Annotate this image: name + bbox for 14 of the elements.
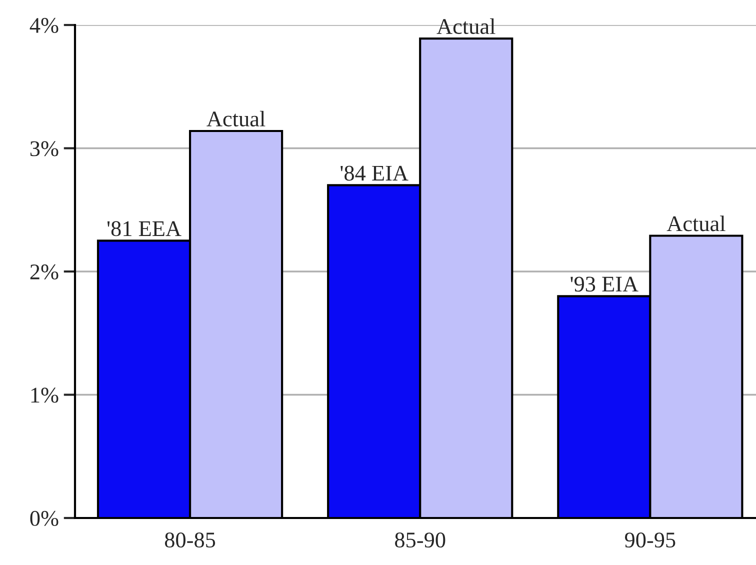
annotation: Actual bbox=[206, 110, 266, 126]
y-tick-label: 2% bbox=[30, 264, 58, 280]
y-tick-label: 1% bbox=[31, 388, 58, 403]
annotation: '84 EIA bbox=[340, 166, 408, 181]
annotation: Actual bbox=[436, 18, 496, 34]
y-tick-label: 3% bbox=[30, 141, 58, 156]
annotation: '81 EEA bbox=[107, 221, 182, 236]
annotation: Actual bbox=[666, 216, 726, 232]
x-tick-label: 85-90 bbox=[395, 532, 446, 548]
x-tick-label: 80-85 bbox=[164, 532, 216, 548]
y-tick-label: 0% bbox=[30, 510, 58, 526]
annotation: '93 EIA bbox=[570, 276, 638, 292]
x-tick-label: 90-95 bbox=[624, 532, 676, 548]
y-tick-label: 4% bbox=[30, 18, 58, 33]
